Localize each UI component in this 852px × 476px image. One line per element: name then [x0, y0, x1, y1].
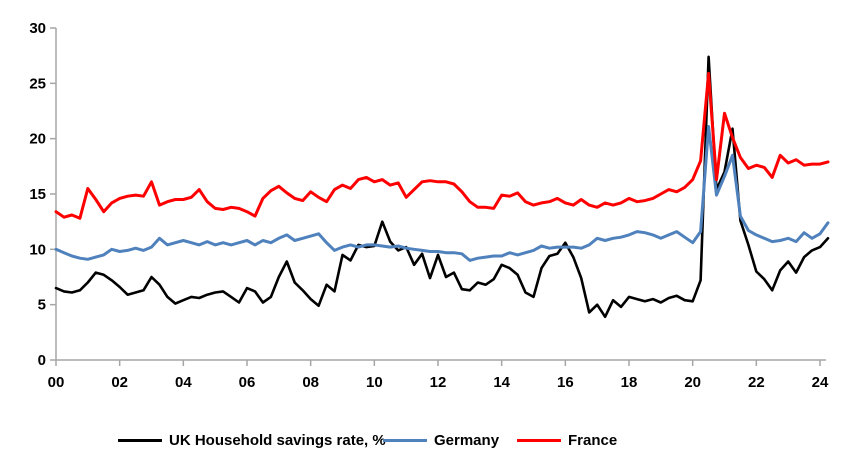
x-tick-label: 06: [239, 374, 256, 391]
x-tick-label: 22: [748, 374, 765, 391]
x-tick-label: 00: [48, 374, 65, 391]
legend-label-germany: Germany: [434, 431, 500, 449]
x-tick-label: 18: [621, 374, 638, 391]
legend-item-france: France: [517, 429, 617, 451]
series-line-0: [54, 55, 830, 319]
x-tick-label: 20: [684, 374, 701, 391]
germany-line-swatch: [383, 438, 427, 442]
series-line-1: [54, 125, 830, 262]
uk-line-swatch: [118, 438, 162, 442]
y-tick-label: 30: [29, 20, 46, 37]
x-tick-label: 08: [302, 374, 319, 391]
x-tick-label: 02: [111, 374, 128, 391]
y-tick-label: 0: [38, 352, 46, 369]
y-tick-label: 10: [29, 241, 46, 258]
y-tick-label: 15: [29, 186, 46, 203]
legend-label-france: France: [568, 431, 618, 449]
x-tick-label: 24: [812, 374, 829, 391]
x-tick-label: 12: [430, 374, 447, 391]
chart-legend: UK Household savings rate, % Germany Fra…: [0, 429, 852, 453]
france-line-swatch: [517, 438, 561, 442]
legend-item-uk: UK Household savings rate, %: [118, 429, 386, 451]
x-tick-label: 16: [557, 374, 574, 391]
legend-label-uk: UK Household savings rate, %: [169, 431, 386, 449]
legend-item-germany: Germany: [383, 429, 499, 451]
y-tick-label: 5: [38, 297, 46, 314]
y-tick-label: 25: [29, 75, 46, 92]
x-tick-label: 14: [493, 374, 510, 391]
y-tick-label: 20: [29, 131, 46, 148]
x-tick-label: 10: [366, 374, 383, 391]
series-line-2: [54, 71, 830, 220]
x-tick-label: 04: [175, 374, 192, 391]
plot-area: 0 5 10 15 20 25 30 00 02 04 06 08 10 12 14 16 18 20 22 24: [29, 20, 830, 391]
